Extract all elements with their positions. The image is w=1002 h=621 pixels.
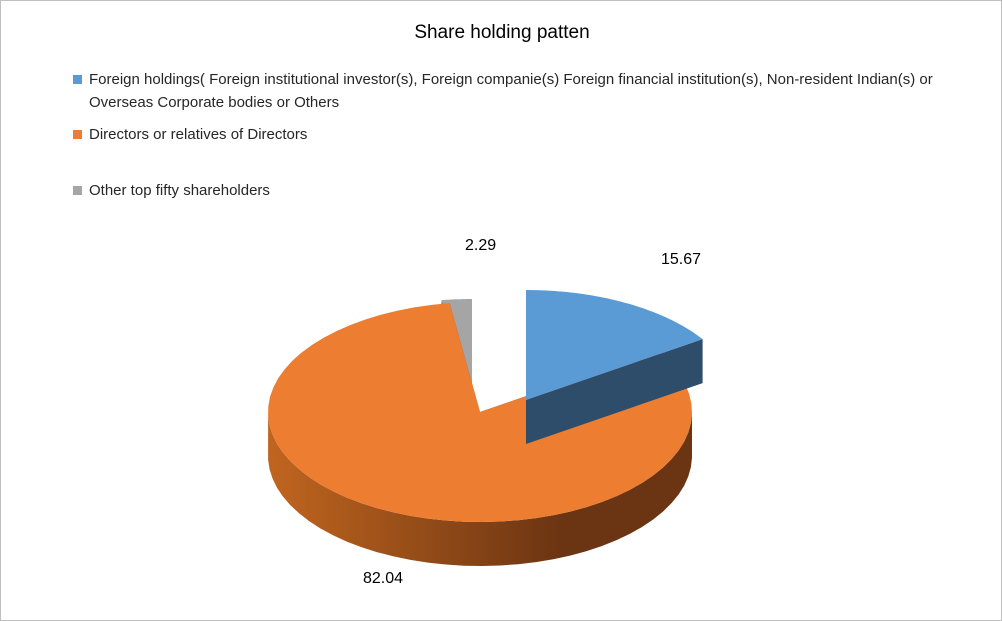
data-label-directors: 82.04 <box>363 570 403 587</box>
legend-label-other-top-fifty: Other top fifty shareholders <box>89 182 270 199</box>
pie-rim-directors <box>268 413 692 566</box>
data-label-foreign-holdings: 15.67 <box>661 251 701 268</box>
pie-slice-foreign-holdings <box>526 290 703 444</box>
legend-swatch-foreign-holdings <box>73 75 82 84</box>
legend: Foreign holdings( Foreign institutional … <box>73 68 953 202</box>
legend-label-directors: Directors or relatives of Directors <box>89 126 308 143</box>
pie-top-foreign-holdings <box>526 290 703 400</box>
legend-item-directors: Directors or relatives of Directors <box>73 123 953 146</box>
legend-label-foreign-holdings: Foreign holdings( Foreign institutional … <box>89 71 933 111</box>
legend-swatch-other-top-fifty <box>73 186 82 195</box>
pie-wall-foreign-holdings-0 <box>526 339 703 444</box>
data-label-other-top-fifty: 2.29 <box>465 237 496 254</box>
chart-title: Share holding patten <box>414 22 590 43</box>
legend-item-other-top-fifty: Other top fifty shareholders <box>73 179 953 202</box>
pie-top-directors <box>268 303 692 522</box>
legend-swatch-directors <box>73 130 82 139</box>
legend-item-foreign-holdings: Foreign holdings( Foreign institutional … <box>73 68 953 114</box>
